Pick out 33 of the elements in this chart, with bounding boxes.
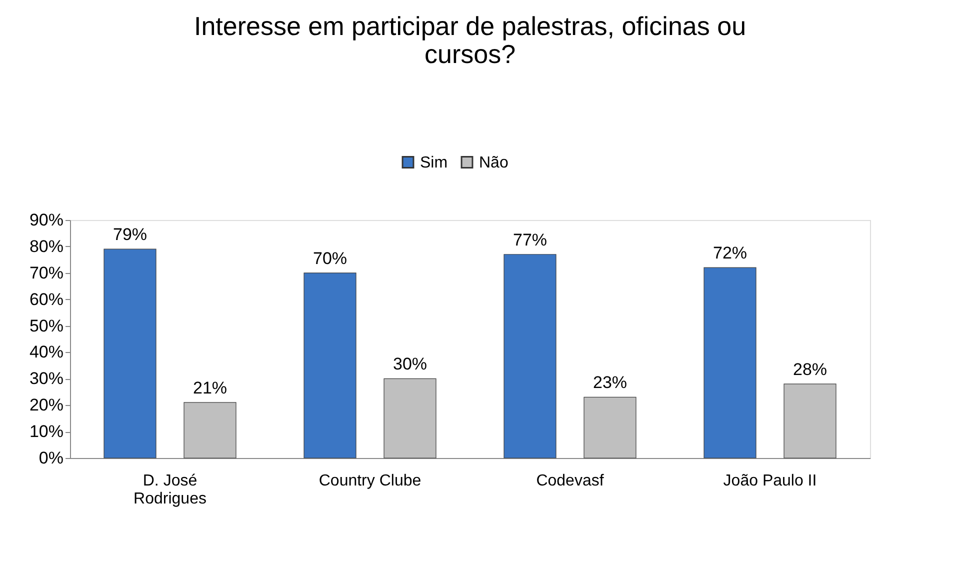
data-label: 79%	[112, 225, 148, 244]
bar	[584, 396, 636, 458]
y-tick-label: 80%	[29, 236, 64, 256]
y-tick-label: 60%	[29, 290, 64, 309]
y-tick-label: 30%	[29, 369, 64, 388]
data-label: 21%	[192, 378, 228, 398]
bar	[784, 384, 836, 458]
bar	[184, 402, 236, 458]
bar	[384, 378, 436, 458]
y-tick-label: 40%	[29, 342, 64, 362]
data-label: 77%	[512, 230, 548, 250]
x-tick-label: Country Clube	[318, 472, 422, 490]
x-tick-label: D. José Rodrigues	[134, 472, 206, 508]
data-label: 28%	[792, 360, 828, 379]
legend-label: Sim	[420, 154, 448, 172]
data-label: 72%	[712, 244, 748, 263]
bar	[704, 267, 756, 458]
data-label: 23%	[592, 373, 628, 392]
y-tick-label: 10%	[29, 422, 64, 442]
y-tick-label: 70%	[29, 263, 64, 282]
chart-title: Interesse em participar de palestras, oficinas ou cursos?	[194, 11, 746, 69]
x-tick-label: Codevasf	[536, 472, 604, 490]
bar	[104, 248, 156, 458]
data-label: 70%	[312, 248, 348, 268]
y-tick-label: 20%	[29, 396, 64, 415]
bar	[304, 272, 356, 458]
x-tick-label: João Paulo II	[723, 472, 817, 490]
y-tick-label: 90%	[29, 210, 64, 230]
y-tick-label: 50%	[29, 316, 64, 336]
data-label: 30%	[392, 354, 428, 374]
legend-label: Não	[479, 154, 508, 172]
bar	[504, 254, 556, 458]
y-tick-label: 0%	[38, 448, 64, 468]
